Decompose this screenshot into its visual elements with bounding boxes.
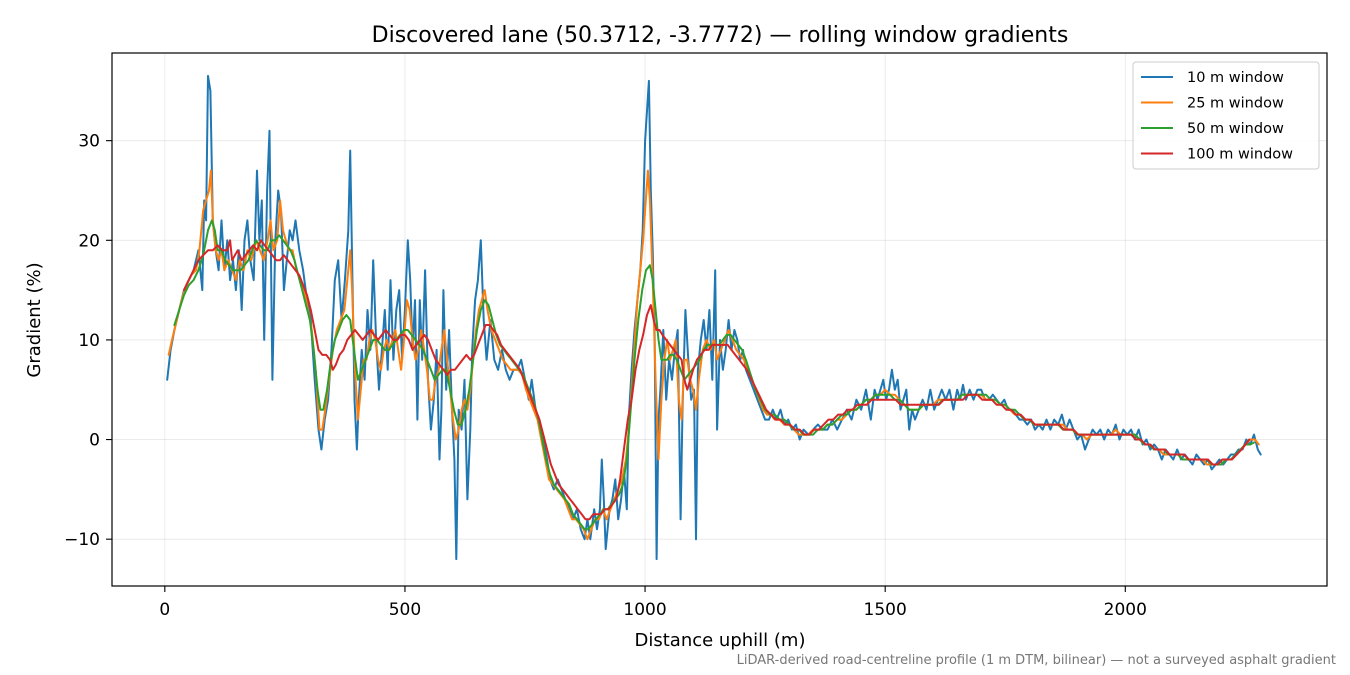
axis-ticks: 0 500 1000 1500 2000 −10 0 10 20 30 bbox=[64, 132, 1147, 620]
x-tick-label: 2000 bbox=[1104, 600, 1147, 620]
x-axis-label: Distance uphill (m) bbox=[635, 630, 806, 651]
y-tick-label: 20 bbox=[78, 231, 100, 251]
series-lines bbox=[166, 74, 1262, 561]
legend-label-2: 25 m window bbox=[1187, 96, 1284, 112]
y-tick-label: 0 bbox=[89, 431, 100, 451]
chart-title: Discovered lane (50.3712, -3.7772) — rol… bbox=[372, 23, 1069, 48]
y-tick-label: 30 bbox=[78, 132, 100, 152]
x-tick-label: 1000 bbox=[623, 600, 666, 620]
y-axis-label: Gradient (%) bbox=[24, 262, 45, 377]
legend-label-1: 10 m window bbox=[1187, 70, 1284, 86]
legend-label-4: 100 m window bbox=[1187, 147, 1293, 163]
legend-box bbox=[1132, 61, 1320, 170]
x-tick-label: 0 bbox=[159, 600, 170, 620]
x-tick-label: 1500 bbox=[864, 600, 907, 620]
legend-label-3: 50 m window bbox=[1187, 121, 1284, 137]
series-line-1 bbox=[166, 74, 1262, 561]
footnote: LiDAR-derived road-centreline profile (1… bbox=[737, 653, 1336, 668]
plot-frame bbox=[111, 52, 1328, 587]
y-tick-label: −10 bbox=[64, 530, 100, 550]
legend: 10 m window 25 m window 50 m window 100 m w… bbox=[1132, 61, 1320, 170]
series-line-4 bbox=[183, 239, 1251, 521]
y-tick-label: 10 bbox=[78, 331, 100, 351]
x-tick-label: 500 bbox=[389, 600, 421, 620]
